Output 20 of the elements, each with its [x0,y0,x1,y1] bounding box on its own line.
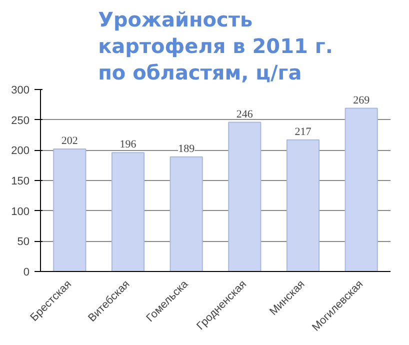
data-label: 202 [61,134,78,147]
y-tick-label: 200 [11,145,30,158]
data-label: 246 [236,108,254,120]
y-tick-label: 250 [11,114,30,127]
y-tick-label: 100 [11,206,30,218]
data-label: 269 [353,94,370,106]
data-label: 189 [178,142,196,155]
bar [170,156,203,272]
bar [344,108,378,272]
data-label: 217 [294,126,312,138]
bar [111,152,145,272]
bar [228,122,262,272]
bar [286,139,320,272]
y-tick-label: 150 [11,176,30,188]
y-tick-label: 50 [17,236,30,248]
y-tick-label: 0 [23,266,30,278]
y-tick-label: 300 [11,84,30,96]
data-label: 196 [120,138,137,151]
bar [53,148,86,272]
chart-title: Урожайность картофеля в 2011 г. по областям, ц/га [98,8,333,84]
